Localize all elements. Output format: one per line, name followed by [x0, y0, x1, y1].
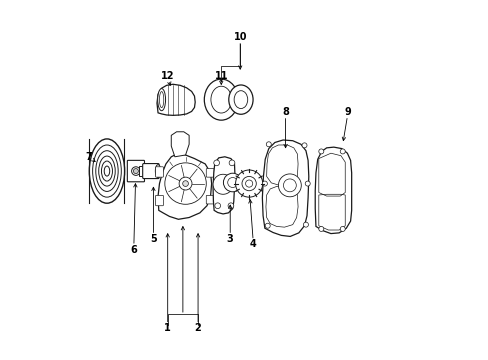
Circle shape [340, 226, 345, 231]
Circle shape [303, 222, 308, 227]
Circle shape [183, 181, 188, 186]
Circle shape [131, 167, 140, 175]
Circle shape [242, 176, 256, 191]
FancyBboxPatch shape [127, 160, 144, 182]
Circle shape [245, 180, 252, 187]
Circle shape [340, 149, 345, 154]
Text: 10: 10 [233, 32, 246, 42]
FancyBboxPatch shape [155, 195, 163, 206]
FancyBboxPatch shape [155, 167, 163, 177]
Polygon shape [315, 147, 351, 234]
Polygon shape [158, 153, 211, 219]
Circle shape [133, 168, 138, 174]
Circle shape [235, 170, 262, 197]
Circle shape [318, 226, 323, 231]
Ellipse shape [228, 85, 253, 114]
Circle shape [318, 149, 323, 154]
Text: 11: 11 [214, 71, 227, 81]
Circle shape [223, 173, 242, 192]
Polygon shape [171, 132, 189, 157]
FancyBboxPatch shape [139, 166, 146, 176]
Circle shape [213, 174, 233, 194]
FancyBboxPatch shape [206, 168, 214, 177]
Circle shape [278, 174, 301, 197]
Circle shape [283, 179, 296, 192]
Ellipse shape [159, 91, 163, 108]
Circle shape [266, 142, 271, 147]
Circle shape [227, 203, 233, 208]
Text: 3: 3 [226, 234, 233, 244]
Ellipse shape [157, 89, 165, 111]
Circle shape [229, 160, 234, 166]
Text: 2: 2 [194, 323, 201, 333]
Circle shape [305, 181, 309, 186]
Circle shape [179, 177, 192, 190]
Polygon shape [262, 140, 308, 237]
Text: 1: 1 [164, 323, 171, 333]
Ellipse shape [234, 91, 247, 109]
Circle shape [164, 163, 206, 204]
FancyBboxPatch shape [206, 195, 214, 204]
Circle shape [262, 181, 267, 186]
Text: 4: 4 [249, 239, 256, 249]
Polygon shape [157, 84, 195, 115]
Circle shape [264, 223, 270, 228]
Text: 8: 8 [282, 107, 288, 117]
Text: 9: 9 [344, 107, 351, 117]
Ellipse shape [155, 165, 161, 177]
Circle shape [302, 143, 306, 148]
Circle shape [213, 160, 219, 166]
Circle shape [214, 203, 220, 208]
Text: 6: 6 [130, 245, 137, 255]
Ellipse shape [204, 79, 238, 120]
Text: 12: 12 [161, 71, 174, 81]
Text: 7: 7 [85, 152, 92, 162]
FancyBboxPatch shape [142, 163, 159, 179]
Ellipse shape [210, 86, 231, 113]
Circle shape [227, 177, 237, 188]
Text: 5: 5 [150, 234, 157, 244]
Polygon shape [213, 157, 234, 214]
